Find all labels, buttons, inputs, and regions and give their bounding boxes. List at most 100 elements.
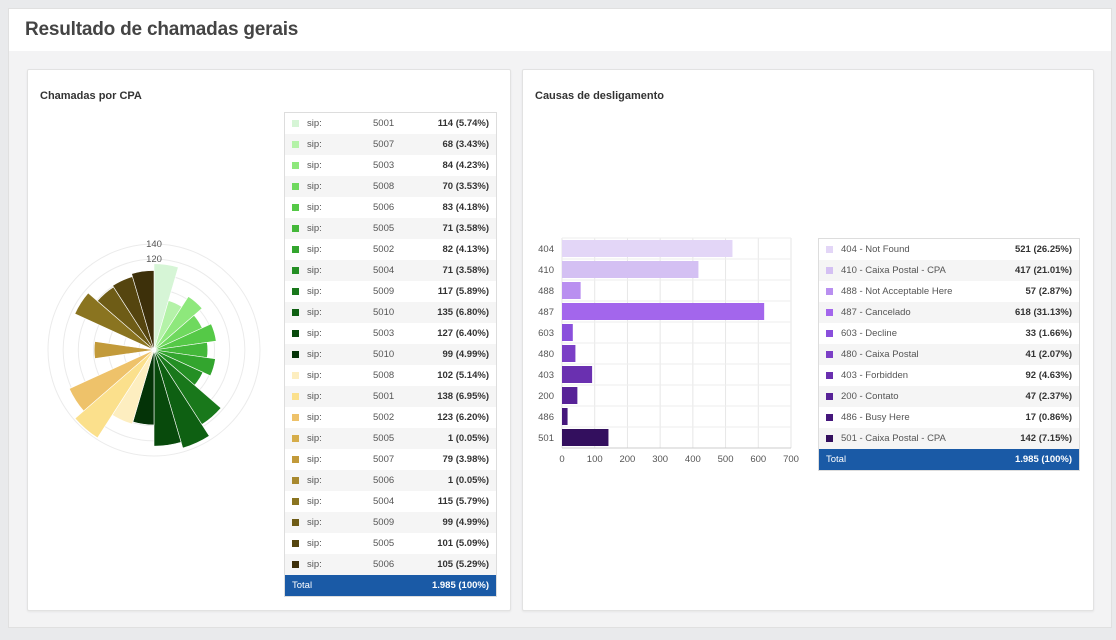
x-tick-label: 600	[750, 454, 766, 465]
legend-value: 70 (3.53%)	[442, 181, 489, 192]
polar-bar	[93, 341, 155, 359]
legend-row: 200 - Contato 47 (2.37%)	[819, 386, 1079, 407]
polar-bar	[153, 296, 203, 351]
polar-bar	[153, 349, 182, 447]
legend-value: 79 (3.98%)	[442, 454, 489, 465]
hangup-card: Causas de desligamento 0 100 200 300 400 500 6…	[522, 69, 1094, 611]
legend-row: sip: 5009 99 (4.99%)	[285, 512, 496, 533]
legend-swatch	[292, 393, 299, 400]
legend-row: sip: 5005 71 (3.58%)	[285, 218, 496, 239]
legend-label: 403 - Forbidden	[841, 370, 909, 381]
y-tick-label: 501	[538, 433, 554, 444]
legend-label: 603 - Decline	[841, 328, 897, 339]
polar-bar	[153, 323, 217, 351]
legend-extension: 5003	[373, 328, 395, 339]
legend-row: 501 - Caixa Postal - CPA 142 (7.15%)	[819, 428, 1079, 449]
cpa-legend: sip: 5001 114 (5.74%) sip: 5007 68 (3.43%) sip…	[284, 112, 497, 597]
legend-extension: 5009	[373, 517, 395, 528]
legend-row: sip: 5006 1 (0.05%)	[285, 470, 496, 491]
legend-value: 135 (6.80%)	[437, 307, 489, 318]
legend-protocol: sip:	[307, 139, 322, 150]
legend-protocol: sip:	[307, 370, 322, 381]
legend-row: sip: 5001 138 (6.95%)	[285, 386, 496, 407]
legend-swatch	[826, 267, 833, 274]
legend-swatch	[292, 225, 299, 232]
legend-row: sip: 5001 114 (5.74%)	[285, 113, 496, 134]
bar	[562, 345, 576, 362]
legend-total-label: Total	[826, 454, 847, 465]
legend-protocol: sip:	[307, 454, 322, 465]
legend-label: 488 - Not Acceptable Here	[841, 286, 953, 297]
legend-row: sip: 5004 115 (5.79%)	[285, 491, 496, 512]
legend-extension: 5008	[373, 370, 395, 381]
legend-extension: 5007	[373, 454, 395, 465]
legend-swatch	[826, 246, 833, 253]
polar-tick-label: 120	[146, 254, 162, 265]
legend-value: 138 (6.95%)	[437, 391, 489, 402]
legend-value: 101 (5.09%)	[437, 538, 489, 549]
x-tick-label: 200	[619, 454, 635, 465]
legend-extension: 5005	[373, 223, 395, 234]
y-tick-label: 410	[538, 265, 554, 276]
legend-swatch	[292, 351, 299, 358]
legend-value: 142 (7.15%)	[1020, 433, 1072, 444]
legend-extension: 5010	[373, 307, 395, 318]
legend-total-row: Total 1.985 (100%)	[819, 449, 1079, 470]
legend-protocol: sip:	[307, 328, 322, 339]
legend-row: sip: 5008 102 (5.14%)	[285, 365, 496, 386]
legend-value: 123 (6.20%)	[437, 412, 489, 423]
x-tick-label: 300	[652, 454, 668, 465]
bar	[562, 366, 593, 383]
legend-value: 1 (0.05%)	[447, 433, 489, 444]
legend-protocol: sip:	[307, 307, 322, 318]
legend-extension: 5005	[373, 538, 395, 549]
legend-extension: 5006	[373, 202, 395, 213]
legend-swatch	[292, 309, 299, 316]
legend-row: sip: 5007 79 (3.98%)	[285, 449, 496, 470]
y-tick-label: 487	[538, 307, 554, 318]
legend-row: sip: 5003 127 (6.40%)	[285, 323, 496, 344]
legend-extension: 5007	[373, 139, 395, 150]
legend-value: 521 (26.25%)	[1014, 244, 1072, 255]
legend-protocol: sip:	[307, 496, 322, 507]
legend-extension: 5006	[373, 559, 395, 570]
legend-value: 99 (4.99%)	[442, 349, 489, 360]
page-title: Resultado de chamadas gerais	[25, 19, 299, 40]
x-tick-label: 700	[783, 454, 799, 465]
legend-total-row: Total 1.985 (100%)	[285, 575, 496, 596]
legend-value: 82 (4.13%)	[442, 244, 489, 255]
legend-row: 403 - Forbidden 92 (4.63%)	[819, 365, 1079, 386]
legend-value: 71 (3.58%)	[442, 223, 489, 234]
bar	[562, 387, 578, 404]
y-tick-label: 200	[538, 391, 554, 402]
page-header: Resultado de chamadas gerais	[9, 9, 1111, 52]
legend-total-value: 1.985 (100%)	[1014, 454, 1072, 465]
legend-swatch	[826, 330, 833, 337]
polar-bar	[74, 349, 155, 439]
polar-tick-label: 140	[146, 240, 162, 250]
bar	[562, 303, 765, 320]
legend-total-label: Total	[292, 580, 313, 591]
legend-value: 17 (0.86%)	[1025, 412, 1072, 423]
legend-swatch	[826, 351, 833, 358]
legend-swatch	[292, 183, 299, 190]
y-tick-label: 404	[538, 244, 554, 255]
legend-swatch	[292, 267, 299, 274]
legend-swatch	[826, 393, 833, 400]
legend-extension: 5002	[373, 412, 395, 423]
legend-protocol: sip:	[307, 475, 322, 486]
legend-value: 99 (4.99%)	[442, 517, 489, 528]
legend-value: 33 (1.66%)	[1025, 328, 1072, 339]
legend-swatch	[292, 498, 299, 505]
legend-extension: 5003	[373, 160, 395, 171]
legend-row: sip: 5004 71 (3.58%)	[285, 260, 496, 281]
x-tick-label: 0	[559, 454, 564, 465]
legend-row: sip: 5007 68 (3.43%)	[285, 134, 496, 155]
legend-extension: 5001	[373, 118, 395, 129]
legend-label: 480 - Caixa Postal	[841, 349, 919, 360]
bar	[562, 261, 699, 278]
page-container: Resultado de chamadas gerais Chamadas po…	[8, 8, 1112, 628]
legend-row: 404 - Not Found 521 (26.25%)	[819, 239, 1079, 260]
legend-row: sip: 5009 117 (5.89%)	[285, 281, 496, 302]
legend-swatch	[292, 372, 299, 379]
